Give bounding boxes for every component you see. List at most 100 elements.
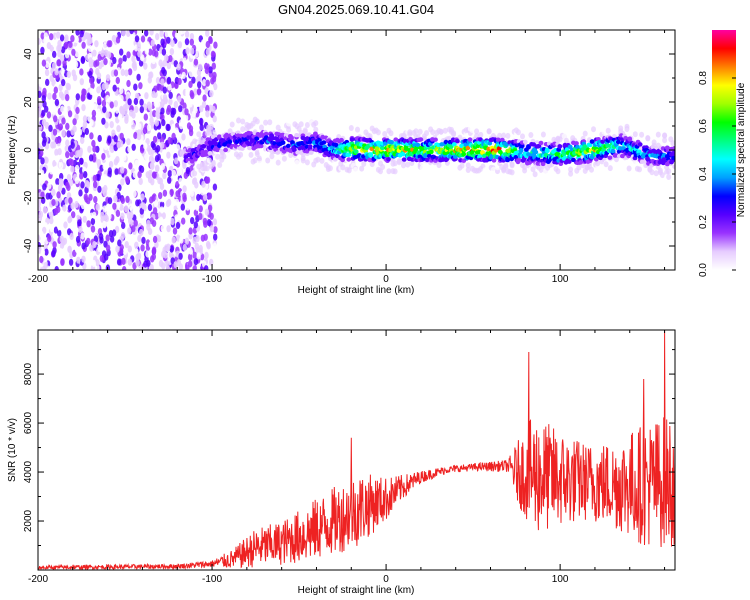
heatmap-noise-cell xyxy=(126,138,131,146)
heatmap-halo-cell xyxy=(407,129,413,136)
heatmap-halo-cell xyxy=(286,120,292,127)
heatmap-noise-cell xyxy=(149,264,154,270)
heatmap-noise-cell xyxy=(89,169,94,177)
heatmap-halo-cell xyxy=(263,119,269,126)
heatmap-halo-cell xyxy=(252,157,258,164)
heatmap-ridge-cell xyxy=(418,137,424,142)
heatmap-noise-cell xyxy=(44,69,50,77)
heatmap-noise-cell xyxy=(115,245,120,253)
heatmap-noise-cell xyxy=(40,157,45,165)
heatmap-halo-cell xyxy=(605,127,611,134)
heatmap-noise-cell xyxy=(42,87,47,95)
heatmap-noise-cell xyxy=(76,256,81,264)
heatmap-noise-cell xyxy=(155,33,160,41)
heatmap-halo-cell xyxy=(538,167,544,173)
heatmap-halo-cell xyxy=(281,155,287,162)
heatmap-halo-cell xyxy=(666,174,672,180)
heatmap-noise-cell xyxy=(162,86,167,94)
heatmap-noise-cell xyxy=(167,170,172,178)
heatmap-noise-cell xyxy=(91,109,97,117)
heatmap-halo-cell xyxy=(417,128,423,135)
heatmap-noise-cell xyxy=(205,40,210,49)
spectrogram-y-ticks: 40 20 0 -20 -40 xyxy=(23,29,675,271)
heatmap-noise-cell xyxy=(122,266,127,270)
heatmap-noise-cell xyxy=(118,247,124,255)
heatmap-noise-cell xyxy=(64,145,70,153)
heatmap-noise-cell xyxy=(116,191,121,200)
heatmap-noise-cell xyxy=(146,187,151,195)
heatmap-noise-cell xyxy=(46,49,52,58)
heatmap-noise-cell xyxy=(209,225,215,233)
heatmap-halo-cell xyxy=(300,155,306,162)
heatmap-noise-cell xyxy=(205,240,211,248)
colorbar-tick-label: 0.6 xyxy=(698,119,709,133)
heatmap-halo-cell xyxy=(240,126,246,133)
colorbar-label: Normalized spectral amplitude xyxy=(736,82,747,217)
heatmap-noise-cell xyxy=(146,124,152,132)
heatmap-noise-cell xyxy=(124,69,129,77)
heatmap-noise-cell xyxy=(119,48,124,56)
heatmap-noise-cell xyxy=(185,87,190,95)
heatmap-noise-cell xyxy=(120,166,125,174)
heatmap-noise-cell xyxy=(79,30,84,38)
x-tick-label: -200 xyxy=(28,274,48,285)
x-tick-label: 0 xyxy=(383,274,389,285)
heatmap-noise-cell xyxy=(38,101,43,109)
heatmap-noise-cell xyxy=(154,155,160,163)
heatmap-noise-cell xyxy=(110,145,115,153)
heatmap-noise-cell xyxy=(124,116,129,124)
heatmap-noise-cell xyxy=(186,122,192,130)
heatmap-noise-cell xyxy=(170,257,175,265)
heatmap-ridge-cell xyxy=(332,157,338,162)
heatmap-ridge-cell xyxy=(220,150,225,155)
heatmap-noise-cell xyxy=(194,242,199,250)
heatmap-noise-cell xyxy=(169,245,174,253)
heatmap-noise-cell xyxy=(185,167,191,175)
heatmap-halo-cell xyxy=(221,153,227,160)
heatmap-noise-cell xyxy=(134,241,139,249)
heatmap-noise-cell xyxy=(199,117,204,125)
heatmap-ridge-cell xyxy=(428,149,434,155)
heatmap-noise-cell xyxy=(70,165,75,173)
heatmap-noise-cell xyxy=(82,115,88,123)
heatmap-noise-cell xyxy=(55,255,60,263)
heatmap-halo-cell xyxy=(634,161,640,168)
heatmap-noise-cell xyxy=(210,77,215,85)
heatmap-noise-cell xyxy=(111,34,117,43)
heatmap-ridge-cell xyxy=(186,152,192,158)
heatmap-noise-cell xyxy=(168,91,173,99)
heatmap-noise-cell xyxy=(74,36,80,44)
heatmap-noise-cell xyxy=(177,95,182,103)
heatmap-noise-cell xyxy=(116,125,121,133)
heatmap-halo-cell xyxy=(520,133,525,140)
heatmap-noise-cell xyxy=(170,180,176,188)
heatmap-noise-cell xyxy=(175,221,181,230)
heatmap-halo-cell xyxy=(582,130,588,137)
heatmap-halo-cell xyxy=(240,118,246,125)
heatmap-noise-cell xyxy=(169,209,174,217)
heatmap-noise-cell xyxy=(63,221,68,229)
heatmap-ridge-cell xyxy=(496,146,502,151)
heatmap-halo-cell xyxy=(375,129,381,136)
heatmap-noise-cell xyxy=(198,205,203,213)
heatmap-noise-cell xyxy=(120,68,126,76)
heatmap-noise-cell xyxy=(178,252,183,260)
heatmap-noise-cell xyxy=(160,224,165,232)
heatmap-noise-cell xyxy=(55,178,60,186)
heatmap-noise-cell xyxy=(90,217,96,226)
heatmap-ridge-cell xyxy=(401,157,407,162)
heatmap-noise-cell xyxy=(148,240,154,249)
heatmap-noise-cell xyxy=(200,188,205,196)
heatmap-noise-cell xyxy=(125,176,130,184)
heatmap-noise-cell xyxy=(60,105,65,113)
heatmap-noise-cell xyxy=(129,118,134,126)
heatmap-noise-cell xyxy=(181,217,186,225)
heatmap-ridge-cell xyxy=(566,159,572,164)
heatmap-noise-cell xyxy=(166,36,171,44)
heatmap-noise-cell xyxy=(38,147,41,155)
heatmap-halo-cell xyxy=(313,120,319,127)
heatmap-noise-cell xyxy=(45,60,50,69)
heatmap-ridge-cell xyxy=(321,140,327,145)
heatmap-noise-cell xyxy=(136,129,142,137)
heatmap-noise-cell xyxy=(80,202,86,210)
